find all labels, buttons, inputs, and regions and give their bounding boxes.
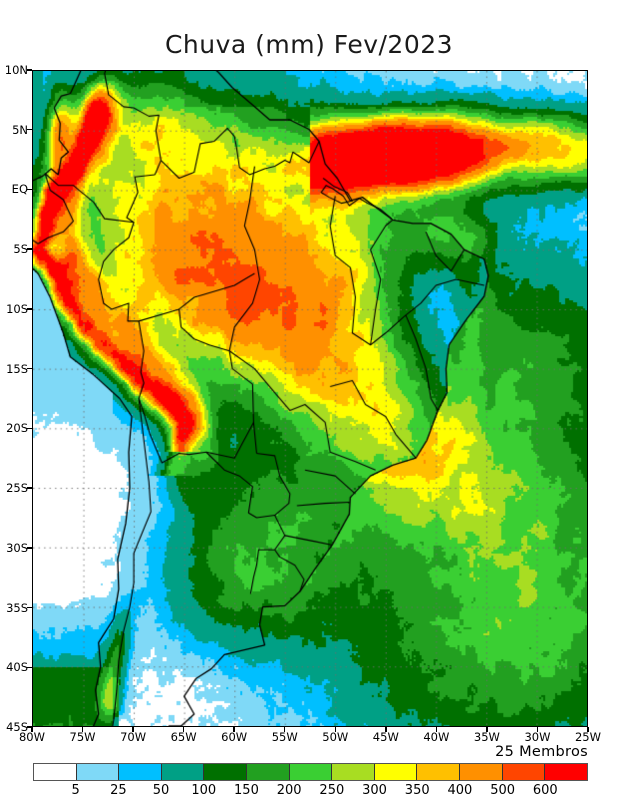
lon-tick-label: 30W [524, 730, 551, 744]
lat-tick-label: 10S [6, 301, 28, 316]
colorbar-label: 150 [234, 783, 259, 798]
lat-tick-label: 5N [12, 122, 28, 137]
lon-tick-mark [435, 727, 438, 732]
lon-tick-label: 80W [18, 730, 46, 744]
lon-tick-mark [182, 727, 185, 732]
lat-tick-mark [27, 188, 32, 191]
colorbar-label: 25 [110, 783, 127, 798]
map-plot-area [32, 70, 588, 727]
lon-tick-label: 70W [120, 730, 147, 744]
colorbar-segment [204, 764, 248, 780]
lat-tick-mark [27, 726, 32, 728]
lon-tick-mark [385, 727, 387, 732]
lon-tick-label: 60W [221, 730, 248, 744]
lat-tick-label: 30S [6, 540, 28, 555]
lat-tick-label: 45S [6, 720, 28, 734]
precipitation-heatmap-canvas [33, 71, 587, 726]
lat-tick-label: 20S [6, 421, 28, 436]
colorbar-segment [502, 764, 546, 780]
colorbar-tick-labels: 5 25 50 100 150 200 250 300 350 400 500 600 [33, 783, 588, 799]
lat-tick-mark [27, 606, 32, 609]
lat-tick-label: 15S [6, 361, 28, 376]
lat-tick-label: 10N [4, 63, 28, 77]
lat-tick-label: EQ [11, 182, 28, 197]
colorbar-segment [417, 764, 461, 780]
colorbar-segment [460, 764, 503, 780]
colorbar-label: 250 [319, 783, 345, 798]
lat-tick-mark [27, 308, 32, 310]
lon-tick-mark [132, 727, 134, 732]
lat-tick-mark [27, 69, 32, 71]
lon-tick-label: 75W [69, 730, 96, 744]
page-title: Chuva (mm) Fev/2023 [164, 30, 454, 59]
colorbar-label: 500 [490, 783, 516, 798]
lat-tick-mark [27, 248, 32, 250]
lon-tick-label: 65W [170, 730, 197, 744]
lat-tick-label: 5S [13, 242, 28, 257]
colorbar-label: 600 [532, 783, 558, 798]
lon-tick-label: 25W [574, 730, 602, 744]
lat-tick-mark [27, 666, 32, 668]
colorbar [33, 763, 588, 781]
lat-tick-mark [27, 367, 32, 370]
colorbar-segment [76, 764, 120, 780]
lon-tick-label: 35W [473, 730, 500, 744]
lat-tick-mark [27, 547, 32, 549]
colorbar-label: 50 [152, 783, 170, 798]
colorbar-segment [161, 764, 205, 780]
lon-tick-mark [81, 727, 84, 732]
colorbar-label: 100 [191, 783, 217, 798]
lon-tick-mark [284, 727, 286, 732]
lon-tick-label: 45W [372, 730, 399, 744]
lon-tick-mark [587, 727, 589, 732]
colorbar-segment [289, 764, 333, 780]
lat-tick-mark [27, 427, 32, 430]
lat-tick-mark [27, 487, 32, 489]
ensemble-members-label: 25 Membros [495, 744, 588, 760]
lat-tick-label: 40S [6, 660, 28, 675]
lon-tick-mark [334, 727, 336, 732]
lon-tick-label: 50W [322, 730, 349, 744]
lat-tick-label: 25S [6, 481, 28, 496]
lon-tick-mark [486, 727, 488, 732]
lon-tick-label: 40W [423, 730, 450, 744]
colorbar-label: 5 [71, 783, 80, 798]
colorbar-label: 300 [362, 783, 387, 798]
lon-tick-mark [31, 727, 33, 732]
colorbar-segment [545, 764, 587, 780]
colorbar-segment [119, 764, 162, 780]
colorbar-label: 350 [404, 783, 430, 798]
colorbar-segment [374, 764, 418, 780]
colorbar-label: 200 [276, 783, 302, 798]
colorbar-segment [247, 764, 290, 780]
lon-tick-label: 55W [271, 730, 298, 744]
colorbar-segment [34, 764, 77, 780]
colorbar-label: 400 [447, 783, 473, 798]
colorbar-segment [332, 764, 375, 780]
lat-tick-mark [27, 129, 32, 131]
lon-tick-mark [233, 727, 235, 732]
lat-tick-label: 35S [6, 600, 28, 615]
lon-tick-mark [536, 727, 539, 732]
